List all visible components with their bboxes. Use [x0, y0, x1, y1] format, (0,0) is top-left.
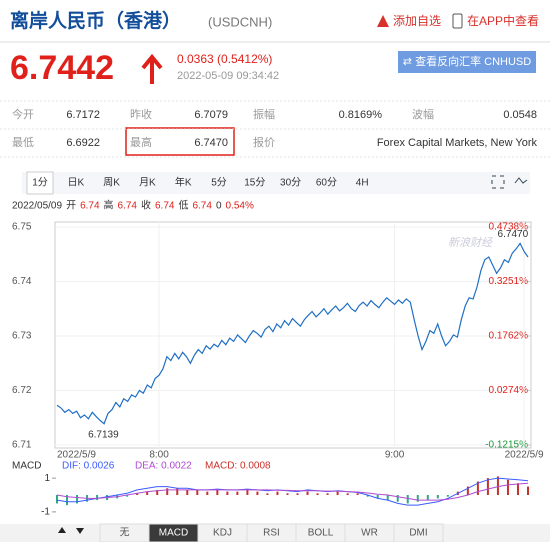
indicator-label[interactable]: DMI: [409, 528, 427, 539]
info-text: 6.74: [192, 201, 212, 212]
y2-tick-label: -0.1215%: [485, 440, 528, 451]
stat-label: 昨收: [130, 107, 152, 121]
add-icon: [377, 15, 389, 27]
info-text: 6.74: [118, 201, 138, 212]
x-tick-label: 2022/5/9: [57, 450, 96, 461]
watermark: 新浪财经: [448, 236, 493, 249]
y2-tick-label: 0.1762%: [489, 331, 529, 342]
tab[interactable]: 周K: [103, 177, 120, 189]
tab[interactable]: 15分: [244, 177, 265, 189]
info-text: 0: [216, 201, 222, 212]
phone-icon: [452, 13, 463, 29]
macd-tick-label: -1: [41, 507, 50, 518]
down-button[interactable]: [76, 528, 84, 534]
stat-value: Forex Capital Markets, New York: [377, 137, 538, 149]
title: 离岸人民币（香港）: [10, 9, 181, 32]
indicator-label[interactable]: RSI: [263, 528, 280, 539]
highlight-box: [125, 127, 235, 156]
stat-label: 报价: [253, 135, 275, 149]
tab[interactable]: 日K: [67, 178, 84, 189]
code: (USDCNH): [208, 14, 272, 29]
reverse-button-text[interactable]: ⇄ 查看反向汇率 CNHUSD: [403, 54, 531, 68]
macd-title: MACD: [12, 461, 41, 472]
tab-bar: [22, 172, 530, 194]
min-label: 6.7139: [88, 429, 119, 440]
legend-entry: DIF: 0.0026: [62, 461, 115, 472]
indicator-label[interactable]: 无: [120, 528, 130, 539]
stat-value: 6.7172: [66, 109, 100, 121]
stat-value: 6.7079: [194, 109, 228, 121]
open-app[interactable]: 在APP中查看: [467, 13, 539, 28]
y-tick-label: 6.74: [12, 276, 32, 287]
add-watch[interactable]: 添加自选: [393, 14, 441, 28]
legend-entry: DEA: 0.0022: [135, 461, 192, 472]
y2-tick-label: 0.0274%: [489, 385, 529, 396]
stat-label: 波幅: [412, 108, 434, 121]
tab[interactable]: 4H: [356, 178, 369, 189]
reverse-button[interactable]: [398, 51, 536, 73]
indicator-label[interactable]: WR: [361, 528, 378, 539]
tab[interactable]: 5分: [211, 177, 227, 189]
stat-value: 6.7470: [194, 137, 228, 149]
tab[interactable]: 60分: [316, 177, 337, 189]
up-button[interactable]: [58, 527, 66, 533]
info-text: 6.74: [80, 201, 100, 212]
macd-tick-label: 1: [44, 473, 50, 484]
info-text: 开: [66, 201, 76, 212]
stat-value: 0.8169%: [339, 109, 383, 121]
tab[interactable]: 年K: [175, 176, 192, 189]
legend-entry: MACD: 0.0008: [205, 461, 271, 472]
stat-label: 振幅: [253, 107, 275, 121]
info-text: 0.54%: [226, 201, 254, 212]
tab-active: [26, 171, 54, 195]
stat-value: 6.6922: [66, 137, 100, 149]
stat-label: 最低: [12, 136, 34, 149]
max-label: 6.7470: [498, 229, 529, 240]
info-text: 低: [178, 199, 188, 212]
time: 2022-05-09 09:34:42: [177, 70, 279, 82]
tab[interactable]: 1分: [32, 177, 48, 189]
y-tick-label: 6.71: [12, 440, 32, 451]
x-tick-label: 2022/5/9: [505, 450, 544, 461]
indicator-label[interactable]: MACD: [159, 528, 188, 539]
info-text: 收: [141, 199, 151, 212]
info-text: 高: [104, 199, 114, 212]
y2-tick-label: 0.3251%: [489, 276, 529, 287]
indicator-tab[interactable]: [393, 523, 444, 542]
change: 0.0363 (0.5412%): [177, 52, 272, 66]
tab[interactable]: 月K: [139, 177, 156, 189]
stat-label: 今开: [12, 107, 34, 121]
y2-tick-label: 0.4738%: [489, 222, 529, 233]
up-arrow: [141, 53, 163, 84]
info-text: 6.74: [155, 201, 175, 212]
plot-frame: [54, 221, 532, 449]
indicator-label[interactable]: BOLL: [308, 528, 334, 539]
price: 6.7442: [10, 49, 114, 87]
stat-value: 0.0548: [503, 109, 537, 121]
info-text: 2022/05/09: [12, 201, 62, 212]
y-tick-label: 6.73: [12, 331, 32, 342]
chart-icon[interactable]: [514, 177, 528, 184]
y-tick-label: 6.75: [12, 222, 32, 233]
x-tick-label: 9:00: [385, 450, 405, 461]
price-line: [56, 242, 529, 425]
tab[interactable]: 30分: [280, 177, 301, 189]
stat-label: 最高: [130, 135, 152, 149]
x-tick-label: 8:00: [149, 450, 169, 461]
y-tick-label: 6.72: [12, 385, 32, 396]
indicator-label[interactable]: KDJ: [213, 528, 232, 539]
macd-line: [56, 482, 529, 501]
macd-line: [56, 477, 529, 506]
fullscreen-icon[interactable]: [491, 175, 505, 189]
